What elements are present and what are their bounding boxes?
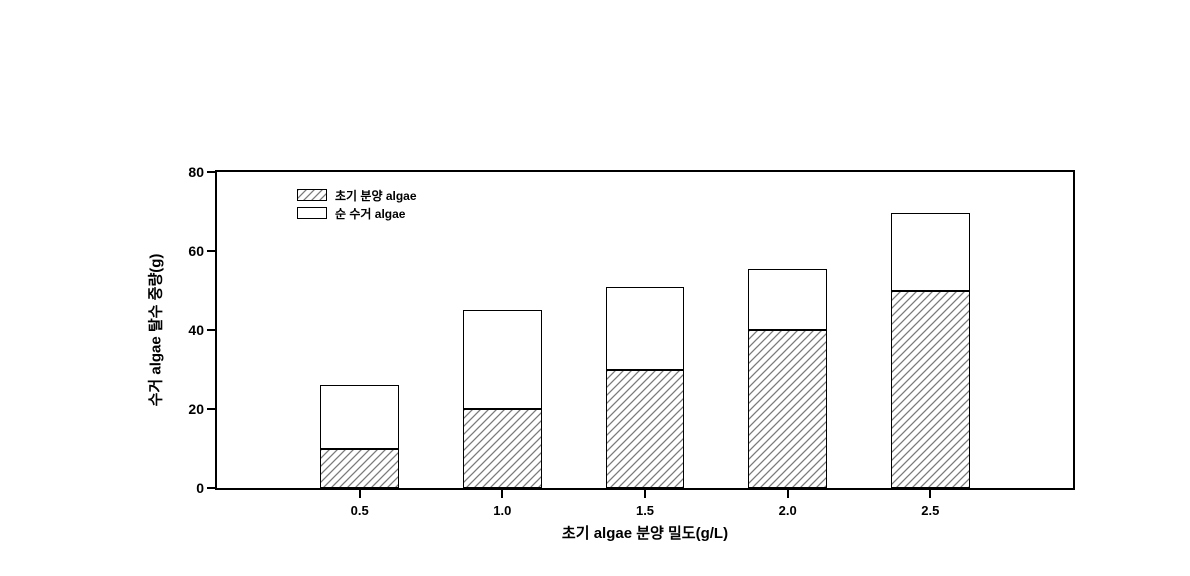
bar-segment [891, 213, 969, 290]
x-tick-label: 1.5 [636, 503, 654, 518]
y-tick-label: 20 [172, 401, 204, 417]
y-tick-label: 80 [172, 164, 204, 180]
x-tick [644, 490, 646, 498]
bar-segment [463, 310, 541, 409]
x-tick-label: 2.0 [779, 503, 797, 518]
y-tick [207, 250, 215, 252]
legend-swatch-hatch [297, 189, 327, 201]
bar-segment [606, 370, 684, 489]
x-tick-label: 1.0 [493, 503, 511, 518]
x-tick [929, 490, 931, 498]
y-tick [207, 487, 215, 489]
y-tick-label: 0 [172, 480, 204, 496]
y-tick-label: 40 [172, 322, 204, 338]
legend: 초기 분양 algae 순 수거 algae [297, 186, 417, 222]
x-tick [501, 490, 503, 498]
bar-segment [463, 409, 541, 488]
legend-item: 초기 분양 algae [297, 186, 417, 204]
bar-segment [748, 330, 826, 488]
x-tick [787, 490, 789, 498]
plot-area: 초기 분양 algae 순 수거 algae 초기 algae 분양 밀도(g/… [215, 170, 1075, 490]
y-tick-label: 60 [172, 243, 204, 259]
bar-segment [320, 449, 398, 489]
y-tick [207, 408, 215, 410]
y-axis-label: 수거 algae 탈수 중량(g) [145, 254, 166, 407]
bar-segment [891, 291, 969, 489]
x-tick [359, 490, 361, 498]
chart-container: 수거 algae 탈수 중량(g) 초기 분양 algae 순 수거 algae… [155, 170, 1115, 550]
x-tick-label: 2.5 [921, 503, 939, 518]
bar-segment [320, 385, 398, 448]
y-tick [207, 329, 215, 331]
y-tick [207, 171, 215, 173]
legend-label: 초기 분양 algae [335, 187, 417, 204]
legend-swatch-solid [297, 207, 327, 219]
x-axis-label: 초기 algae 분양 밀도(g/L) [562, 522, 728, 543]
legend-item: 순 수거 algae [297, 204, 417, 222]
legend-label: 순 수거 algae [335, 205, 405, 222]
x-tick-label: 0.5 [351, 503, 369, 518]
bar-segment [606, 287, 684, 370]
bar-segment [748, 269, 826, 330]
